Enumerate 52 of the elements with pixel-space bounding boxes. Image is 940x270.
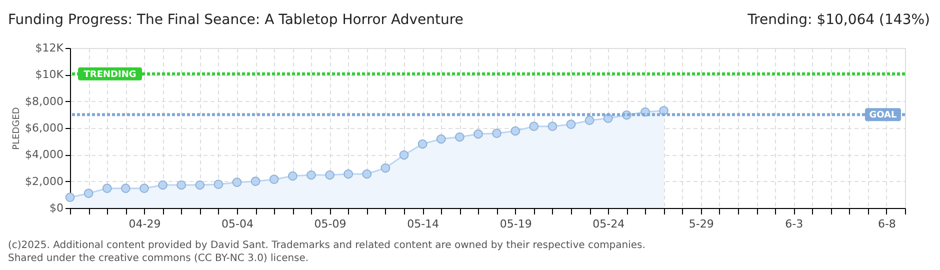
point: [362, 169, 372, 179]
point: [529, 122, 539, 132]
chart-title: Funding Progress: The Final Seance: A Tabletop Horror Adventure: [8, 12, 464, 28]
text: Trending: $10,064 (143%): [746, 12, 930, 28]
y-tick-label: $12K: [35, 42, 64, 54]
y-tick-label: $10K: [35, 68, 64, 82]
point: [418, 139, 428, 149]
y-tick-label: $6,000: [25, 122, 64, 134]
point: [454, 132, 464, 142]
point: [84, 188, 94, 198]
y-tick-label: $0: [50, 202, 64, 214]
point: [474, 129, 483, 139]
text: (c)2025. Additional content provided by David Sant. Trademarks and related content are owned by their respective companies.: [8, 240, 646, 251]
x-tick-label: 6-8: [878, 218, 896, 230]
point: [399, 150, 409, 160]
point: [269, 174, 279, 184]
point: [436, 134, 446, 144]
point: [566, 120, 576, 130]
point: [65, 192, 75, 202]
point: [102, 184, 112, 194]
x-tick-label: 05-14: [407, 218, 440, 230]
point: [306, 170, 316, 180]
text: Shared under the creative commons (CC BY-NC 3.0) license.: [8, 253, 309, 264]
x-tick-label: 05-04: [222, 218, 254, 230]
y-tick-label: $2,000: [25, 174, 64, 188]
x-tick-label: 05-24: [592, 218, 625, 230]
x-tick-label: 5-29: [688, 218, 714, 230]
point: [232, 178, 242, 188]
point: [492, 128, 502, 138]
point: [325, 170, 334, 180]
x-tick-label: 6-3: [785, 218, 804, 230]
point: [288, 171, 298, 181]
y-axis-title: PLEDGED: [12, 107, 22, 150]
point: [140, 184, 149, 194]
point: [214, 180, 224, 190]
x-tick-label: 05-19: [500, 218, 532, 230]
point: [250, 176, 260, 186]
point: [158, 180, 168, 190]
point: [380, 163, 390, 173]
x-tick-label: 05-09: [314, 218, 346, 230]
ref-line-label: GOAL: [869, 110, 898, 121]
x-tick-label: 04-29: [128, 218, 161, 230]
point: [344, 169, 354, 179]
ref-line-label: TRENDING: [84, 70, 136, 80]
point: [548, 122, 558, 132]
point: [584, 116, 594, 126]
point: [120, 184, 130, 194]
point: [195, 180, 205, 190]
y-tick-label: $4,000: [25, 148, 64, 162]
y-tick-label: $8,000: [25, 94, 64, 108]
point: [176, 180, 186, 190]
point: [510, 126, 520, 136]
